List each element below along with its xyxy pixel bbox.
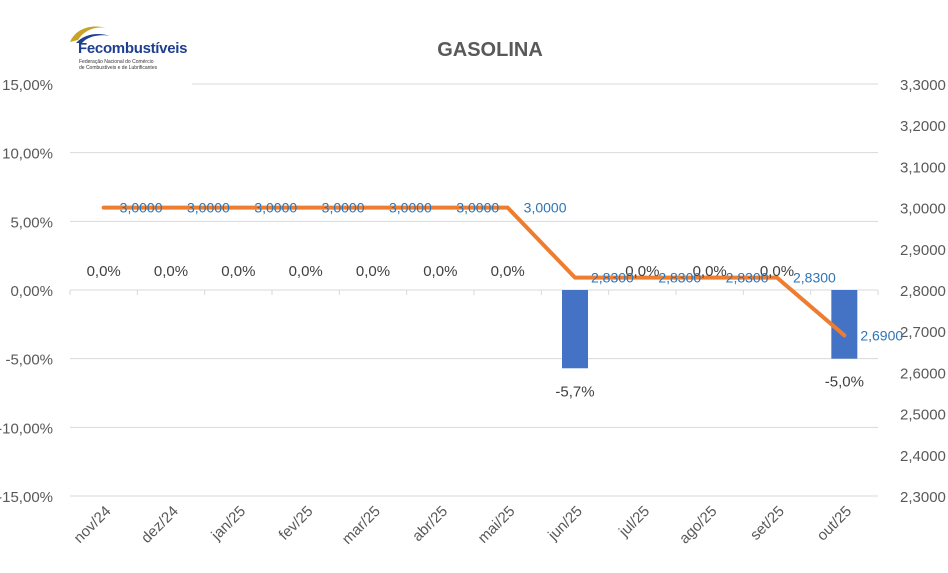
gridlines: [69, 83, 879, 497]
left-tick-label: 5,00%: [10, 214, 53, 231]
line-data-label: 2,8300: [658, 270, 701, 286]
x-tick-label: mar/25: [339, 503, 384, 548]
line-data-label: 2,8300: [726, 270, 769, 286]
right-tick-label: 2,6000: [900, 365, 946, 382]
brand-tagline-line1: Federação Nacional do Comércio: [79, 59, 154, 65]
right-tick-label: 3,0000: [900, 201, 946, 218]
x-tick-label: jul/25: [615, 503, 653, 541]
right-tick-label: 3,3000: [900, 77, 946, 94]
bar-data-label: 0,0%: [760, 263, 794, 280]
bar-data-label: 0,0%: [693, 263, 727, 280]
line-data-label: 2,6900: [860, 327, 903, 343]
brand-name: Fecombustíveis: [78, 40, 188, 57]
x-tick-label: mai/25: [475, 503, 519, 547]
flame-swoosh-icon: [70, 26, 110, 43]
x-tick-label: abr/25: [409, 503, 451, 545]
right-tick-label: 2,5000: [900, 407, 946, 424]
line-data-label: 3,0000: [187, 200, 230, 216]
line-data-label: 3,0000: [389, 200, 432, 216]
bar: [562, 290, 588, 369]
line-data-label: 2,8300: [793, 270, 836, 286]
left-tick-label: 10,00%: [2, 146, 53, 163]
bar-data-label: -5,0%: [825, 374, 864, 391]
brand-tagline: Federação Nacional do Comércio de Combus…: [79, 59, 157, 71]
bar-data-label: 0,0%: [625, 263, 659, 280]
line-data-label: 3,0000: [254, 200, 297, 216]
left-axis-tick-labels: -15,00% -10,00% -5,00% 0,00% 5,00% 10,00% 15,0…: [0, 77, 53, 506]
bar-data-label: 0,0%: [221, 263, 255, 280]
right-tick-label: 2,4000: [900, 448, 946, 465]
bar: [831, 290, 858, 359]
bar-data-label: 0,0%: [423, 263, 457, 280]
right-tick-label: 2,3000: [900, 489, 946, 506]
x-tick-label: ago/25: [676, 503, 720, 547]
line-data-label: 3,0000: [120, 200, 163, 216]
left-tick-label: -15,00%: [0, 489, 53, 506]
line-data-label: 3,0000: [524, 200, 567, 216]
chart-title: GASOLINA: [437, 39, 543, 61]
bar-series: [562, 290, 858, 369]
brand-logo: Fecombustíveis Federação Nacional do Com…: [66, 22, 196, 92]
line-data-labels: 3,0000 3,0000 3,0000 3,0000 3,0000 3,0000 3,00…: [120, 200, 904, 344]
right-tick-label: 2,8000: [900, 283, 946, 300]
x-tick-label: nov/24: [71, 503, 115, 547]
bar-data-label: 0,0%: [87, 263, 121, 280]
left-tick-label: -5,00%: [5, 352, 53, 369]
right-tick-label: 3,1000: [900, 159, 946, 176]
brand-tagline-line2: de Combustíveis e de Lubrificantes: [79, 65, 158, 71]
bar-data-label: 0,0%: [154, 263, 188, 280]
line-data-label: 3,0000: [322, 200, 365, 216]
right-axis-tick-labels: 2,3000 2,4000 2,5000 2,6000 2,7000 2,8000 2,90…: [900, 77, 946, 506]
bar-data-label: -5,7%: [555, 383, 594, 400]
right-tick-label: 2,9000: [900, 242, 946, 259]
x-tick-label: out/25: [814, 503, 856, 545]
bar-data-label: 0,0%: [491, 263, 525, 280]
x-tick-label: fev/25: [276, 503, 317, 544]
line-data-label: 3,0000: [456, 200, 499, 216]
left-tick-label: -10,00%: [0, 420, 53, 437]
x-axis-tick-labels: nov/24 dez/24 jan/25 fev/25 mar/25 abr/25 mai/…: [71, 503, 856, 548]
x-tick-label: jan/25: [208, 503, 250, 545]
bar-data-label: 0,0%: [356, 263, 390, 280]
line-data-label: 2,8300: [591, 270, 634, 286]
left-tick-label: 0,00%: [10, 283, 53, 300]
x-tick-label: dez/24: [138, 503, 182, 547]
line-series: [101, 205, 847, 338]
right-tick-label: 2,7000: [900, 324, 946, 341]
left-tick-label: 15,00%: [2, 77, 53, 94]
right-tick-label: 3,2000: [900, 118, 946, 135]
x-tick-label: set/25: [747, 503, 788, 544]
x-tick-label: jun/25: [544, 503, 586, 545]
bar-data-labels: 0,0% 0,0% 0,0% 0,0% 0,0% 0,0% 0,0% -5,7% 0,0% 0,0…: [87, 263, 864, 400]
line-path: [101, 205, 847, 338]
bar-data-label: 0,0%: [289, 263, 323, 280]
